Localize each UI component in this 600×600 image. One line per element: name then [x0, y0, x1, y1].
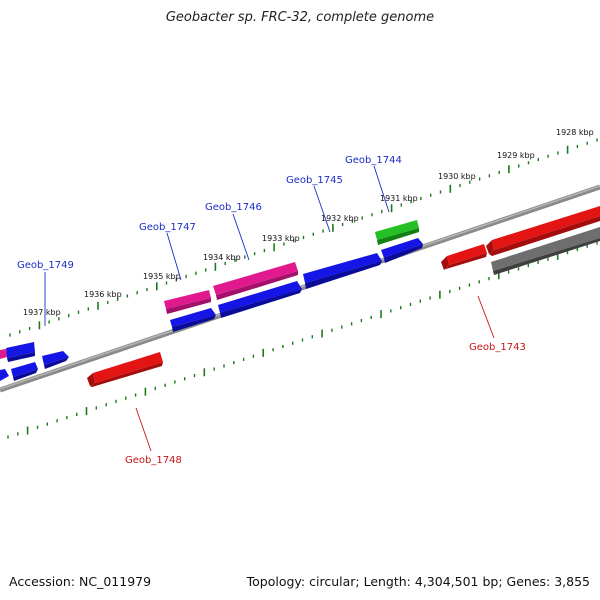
gene-geob-1749[interactable]	[6, 342, 35, 362]
label-connectors	[44, 165, 495, 452]
inner-scale-ticks	[7, 241, 598, 439]
gene-left-blue-a[interactable]	[42, 351, 69, 369]
gene-label-geob-1748: Geob_1748	[125, 455, 182, 466]
scale-label-1935: 1935 kbp	[143, 272, 181, 281]
scale-label-1937: 1937 kbp	[23, 308, 61, 317]
gene-geob-1746-upper[interactable]	[213, 262, 298, 300]
gene-left-blue-c[interactable]	[0, 369, 9, 381]
scale-label-1930: 1930 kbp	[438, 172, 476, 181]
scale-label-1933: 1933 kbp	[262, 234, 300, 243]
gene-label-geob-1744: Geob_1744	[345, 155, 402, 166]
gene-geob-1748[interactable]	[87, 352, 163, 387]
gene-geob-1747[interactable]	[170, 308, 216, 332]
gene-geob-1745[interactable]	[303, 253, 382, 289]
scale-label-1928: 1928 kbp	[556, 128, 594, 137]
gene-left-blue-b[interactable]	[11, 362, 38, 381]
scale-label-1932: 1932 kbp	[321, 214, 359, 223]
gene-label-geob-1745: Geob_1745	[286, 175, 343, 186]
gene-geob-1744[interactable]	[375, 220, 419, 245]
outer-scale-ticks	[9, 138, 598, 337]
gene-geob-1747-upper[interactable]	[164, 290, 211, 314]
scale-label-1936: 1936 kbp	[84, 290, 122, 299]
gene-geob-1746[interactable]	[218, 281, 302, 318]
accession-text: Accession: NC_011979	[9, 574, 152, 589]
scale-label-1931: 1931 kbp	[380, 194, 418, 203]
gene-geob-1743[interactable]	[441, 244, 487, 270]
gene-gray-right[interactable]	[491, 227, 600, 275]
gene-label-geob-1743: Geob_1743	[469, 342, 526, 353]
scale-label-1934: 1934 kbp	[203, 253, 241, 262]
scale-labels: 1928 kbp 1929 kbp 1930 kbp 1931 kbp 1932…	[23, 128, 594, 317]
gene-label-geob-1749: Geob_1749	[17, 260, 74, 271]
gene-geob-1744-blue[interactable]	[381, 238, 423, 263]
gene-label-geob-1746: Geob_1746	[205, 202, 262, 213]
gene-red-right[interactable]	[486, 206, 600, 256]
gene-label-geob-1747: Geob_1747	[139, 222, 196, 233]
gene-labels: Geob_1744 Geob_1745 Geob_1746 Geob_1747 …	[17, 155, 526, 466]
genome-summary-text: Topology: circular; Length: 4,304,501 bp…	[246, 574, 590, 589]
genome-title: Geobacter sp. FRC-32, complete genome	[165, 10, 435, 25]
scale-label-1929: 1929 kbp	[497, 151, 535, 160]
gene-left-magenta[interactable]	[0, 349, 7, 359]
gene-features	[0, 206, 600, 387]
